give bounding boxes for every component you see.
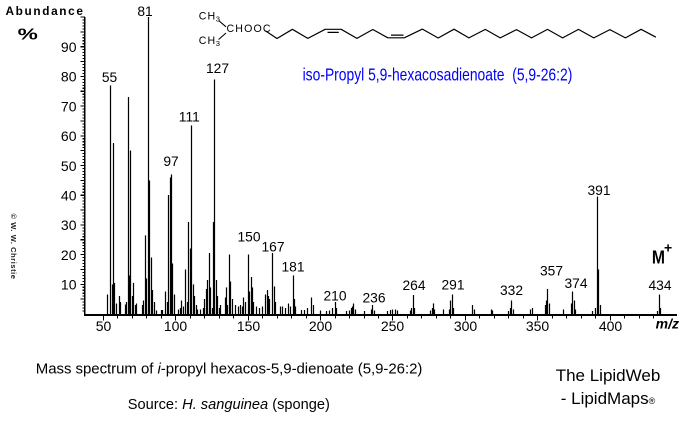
svg-text:50: 50 xyxy=(96,318,112,334)
svg-text:- LipidMaps®: - LipidMaps® xyxy=(561,389,656,408)
svg-text:332: 332 xyxy=(500,283,523,298)
svg-text:%: % xyxy=(18,25,38,43)
svg-text:20: 20 xyxy=(61,247,77,263)
svg-text:181: 181 xyxy=(281,260,304,275)
svg-text:iso-Propyl 5,9-hexacosadienoat: iso-Propyl 5,9-hexacosadienoate (5,9-26:… xyxy=(303,66,573,85)
svg-text:210: 210 xyxy=(323,289,346,304)
svg-text:200: 200 xyxy=(309,318,333,334)
svg-text:70: 70 xyxy=(61,98,77,114)
svg-text:236: 236 xyxy=(362,291,385,306)
svg-text:150: 150 xyxy=(237,230,260,245)
svg-text:111: 111 xyxy=(179,110,200,125)
svg-text:m/z: m/z xyxy=(656,316,679,332)
svg-text:400: 400 xyxy=(599,318,623,334)
svg-text:97: 97 xyxy=(163,154,178,169)
svg-text:Mass spectrum of i-propyl hexa: Mass spectrum of i-propyl hexacos-5,9-di… xyxy=(36,360,423,377)
svg-text:291: 291 xyxy=(441,278,464,293)
svg-text:CHOOC: CHOOC xyxy=(227,23,272,35)
svg-text:250: 250 xyxy=(381,318,405,334)
svg-text:Source: H. sanguinea (sponge): Source: H. sanguinea (sponge) xyxy=(128,397,330,413)
svg-text:80: 80 xyxy=(61,69,77,85)
svg-text:150: 150 xyxy=(237,318,261,334)
svg-text:40: 40 xyxy=(61,188,77,204)
svg-text:+: + xyxy=(664,240,672,256)
svg-text:The LipidWeb: The LipidWeb xyxy=(556,366,661,385)
svg-text:Abundance: Abundance xyxy=(6,4,85,18)
svg-text:434: 434 xyxy=(648,278,671,293)
svg-text:60: 60 xyxy=(61,128,77,144)
svg-text:M: M xyxy=(652,246,665,268)
svg-text:391: 391 xyxy=(587,183,610,198)
svg-text:CH3: CH3 xyxy=(199,11,221,24)
svg-text:127: 127 xyxy=(206,61,229,76)
svg-text:374: 374 xyxy=(564,276,587,291)
svg-text:264: 264 xyxy=(402,278,425,293)
svg-text:100: 100 xyxy=(164,318,188,334)
svg-text:90: 90 xyxy=(61,39,77,55)
svg-text:30: 30 xyxy=(61,217,77,233)
svg-text:300: 300 xyxy=(454,318,478,334)
svg-text:55: 55 xyxy=(102,70,118,85)
svg-text:167: 167 xyxy=(261,240,284,255)
svg-text:350: 350 xyxy=(526,318,550,334)
svg-text:50: 50 xyxy=(61,158,77,174)
svg-text:10: 10 xyxy=(61,277,77,293)
svg-text:CH3: CH3 xyxy=(199,35,221,48)
svg-text:81: 81 xyxy=(137,4,152,19)
svg-text:© W. W. Christie: © W. W. Christie xyxy=(9,214,18,280)
svg-text:357: 357 xyxy=(540,264,563,279)
